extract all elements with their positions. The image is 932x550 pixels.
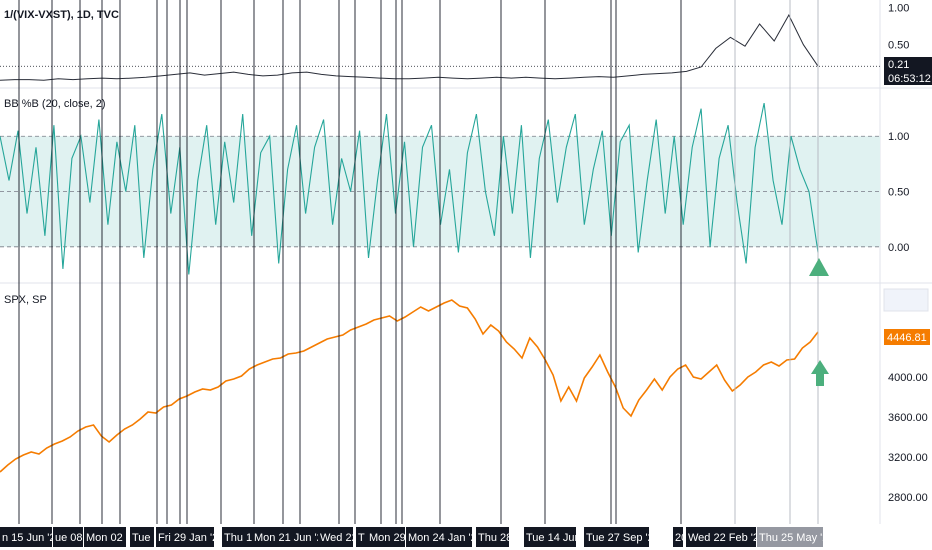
- time-axis-label-bg: [686, 527, 756, 547]
- price-scale-ticks: 1.00 0.50 1.00 0.50 0.00 4000.00 3600.00 3200.0…: [888, 3, 928, 504]
- time-axis-label-bg: [84, 527, 126, 547]
- spx-value-tag: [884, 329, 930, 345]
- time-axis-label: Tue 14 Jun '22: [526, 532, 598, 544]
- up-arrow-spx-icon: [811, 360, 829, 386]
- time-axis-label-bg: [757, 527, 823, 547]
- up-arrow-bb-icon: [809, 258, 829, 276]
- time-axis-label-bg: [222, 527, 254, 547]
- time-axis-label-bg: [367, 527, 405, 547]
- time-axis-label: T: [358, 532, 365, 544]
- y-tick-label: 1.00: [888, 3, 909, 15]
- pane-title-bb: BB %B (20, close, 2): [4, 98, 106, 110]
- time-axis-label-bg: [476, 527, 509, 547]
- time-axis-label: Mon 21 Jun '21: [254, 532, 329, 544]
- vix-value-tag-text: 0.21: [888, 59, 909, 71]
- time-axis-label-bg: [252, 527, 320, 547]
- time-axis-label-bg: [130, 527, 154, 547]
- time-axis-label-bg: [673, 527, 683, 547]
- vix-value-tag: [884, 57, 932, 71]
- time-axis-label: n 15 Jun '20: [2, 532, 62, 544]
- y-tick-label: 0.50: [888, 40, 909, 52]
- y-tick-label: 2800.00: [888, 492, 928, 504]
- price-scale-toggle[interactable]: [883, 288, 929, 312]
- time-axis-label-bg: [584, 527, 649, 547]
- time-axis-label: Thu 25 May '23: [759, 532, 834, 544]
- time-axis-label-bg: [406, 527, 472, 547]
- spx-price-line: [0, 299, 819, 473]
- time-axis-label: Wed 22: [320, 532, 358, 544]
- time-axis-label: Thu 1: [224, 532, 252, 544]
- time-axis-label: Tue: [132, 532, 151, 544]
- time-axis-label: Mon 29 I: [369, 532, 412, 544]
- time-axis-label: Wed 22 Feb '23: [688, 532, 765, 544]
- y-tick-label: 3600.00: [888, 412, 928, 424]
- time-axis-label: Mon 24 Jan '22: [408, 532, 483, 544]
- y-tick-label: 3200.00: [888, 452, 928, 464]
- time-axis-label-bg: [524, 527, 576, 547]
- pane-title-spx: SPX, SP: [4, 294, 47, 306]
- vix-countdown-tag: [884, 71, 932, 85]
- y-tick-label: 0.50: [888, 187, 909, 199]
- vix-ratio-line: [0, 14, 819, 81]
- spx-value-tag-text: 4446.81: [887, 332, 927, 344]
- time-axis-label-bg: [53, 527, 83, 547]
- time-axis-label-bg: [318, 527, 353, 547]
- pane-title-vix: 1/(VIX-VXST), 1D, TVC: [4, 9, 119, 21]
- time-axis-label-bg: [0, 527, 52, 547]
- time-axis-label: Tue 27 Sep '22: [586, 532, 660, 544]
- time-axis-label: Mon 02: [86, 532, 123, 544]
- y-tick-label: 0.00: [888, 242, 909, 254]
- bb-percent-b-line: [0, 102, 819, 275]
- time-axis-label-bg: [156, 527, 214, 547]
- time-axis-label: Fri 29 Jan '21: [158, 532, 224, 544]
- y-tick-label: 4000.00: [888, 372, 928, 384]
- time-axis-label: 20: [675, 532, 687, 544]
- vix-countdown-tag-text: 06:53:12: [888, 73, 931, 85]
- time-axis-label: Oc: [872, 532, 887, 544]
- y-tick-label: 1.00: [888, 131, 909, 143]
- vertical-marker-lines: [18, 0, 819, 524]
- time-axis-label: Thu 28: [478, 532, 512, 544]
- time-axis-label-bg: [356, 527, 368, 547]
- time-axis-label: ue 08 S: [55, 532, 93, 544]
- time-axis-label-bg: [870, 527, 884, 547]
